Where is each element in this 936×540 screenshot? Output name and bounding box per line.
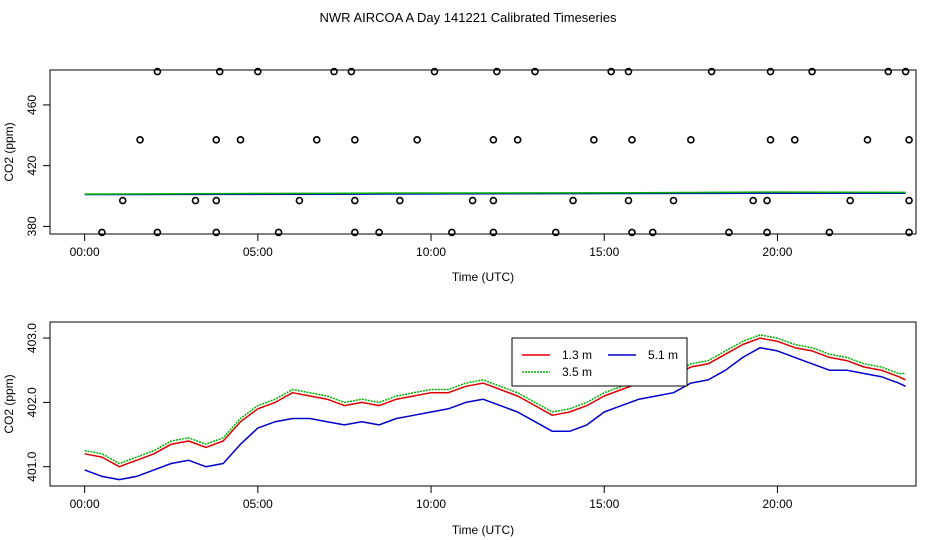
chart-title: NWR AIRCOA A Day 141221 Calibrated Times… bbox=[320, 10, 617, 25]
data-point bbox=[254, 67, 262, 76]
data-point bbox=[766, 67, 775, 76]
data-point bbox=[493, 67, 501, 76]
data-point bbox=[884, 67, 893, 76]
data-point bbox=[375, 228, 383, 237]
legend: 1.3 m 5.1 m 3.5 m bbox=[511, 337, 688, 387]
data-point bbox=[118, 196, 127, 205]
data-point bbox=[236, 136, 245, 144]
data-point bbox=[351, 228, 359, 237]
data-point bbox=[569, 196, 577, 205]
data-point bbox=[212, 228, 221, 237]
data-point bbox=[351, 196, 359, 205]
x-tick-label: 15:00 bbox=[589, 245, 619, 259]
legend-box bbox=[511, 337, 688, 387]
series-line-0 bbox=[84, 192, 906, 196]
data-point bbox=[749, 196, 757, 205]
x-tick-label: 15:00 bbox=[589, 497, 619, 511]
x-tick-label: 10:00 bbox=[416, 245, 446, 259]
data-point bbox=[624, 196, 633, 205]
data-point bbox=[551, 228, 560, 237]
data-point bbox=[448, 228, 456, 237]
data-point bbox=[901, 67, 910, 76]
data-point bbox=[330, 67, 338, 76]
data-point bbox=[590, 136, 598, 144]
y-tick-label: 420 bbox=[25, 155, 39, 175]
top-y-axis-label: CO2 (ppm) bbox=[2, 122, 16, 181]
data-point bbox=[707, 67, 716, 76]
data-point bbox=[191, 196, 200, 205]
data-point bbox=[215, 67, 224, 76]
data-point bbox=[725, 228, 733, 237]
data-point bbox=[98, 228, 106, 237]
data-point bbox=[624, 67, 633, 76]
data-point bbox=[153, 228, 162, 237]
data-point bbox=[687, 136, 695, 144]
data-point bbox=[766, 136, 775, 144]
data-point bbox=[274, 228, 283, 237]
top-panel: 00:00 05:00 10:00 15:00 20:00 380 420 460 Time… bbox=[2, 67, 917, 284]
bottom-panel: 00:00 05:00 10:00 15:00 20:00 401.0 402.0 403.… bbox=[2, 321, 917, 537]
x-tick-label: 05:00 bbox=[243, 497, 273, 511]
data-point bbox=[468, 196, 477, 205]
data-point bbox=[347, 67, 356, 76]
data-point bbox=[396, 196, 404, 205]
data-point bbox=[413, 136, 421, 144]
x-tick-label: 10:00 bbox=[416, 497, 446, 511]
data-point bbox=[212, 136, 221, 144]
data-point bbox=[790, 136, 799, 144]
data-point bbox=[489, 196, 498, 205]
data-point bbox=[351, 136, 359, 144]
data-point bbox=[905, 136, 913, 144]
series-line-2 bbox=[84, 346, 906, 481]
series-line-1 bbox=[84, 191, 906, 195]
legend-label-3-5m: 3.5 m bbox=[562, 365, 592, 379]
legend-label-1-3m: 1.3 m bbox=[562, 348, 592, 362]
top-x-axis-label: Time (UTC) bbox=[452, 270, 514, 284]
data-point bbox=[531, 67, 539, 76]
bottom-x-axis-label: Time (UTC) bbox=[452, 523, 514, 537]
data-point bbox=[628, 136, 636, 144]
data-point bbox=[905, 228, 913, 237]
data-point bbox=[763, 228, 771, 237]
y-tick-label: 402.0 bbox=[25, 387, 39, 417]
data-point bbox=[295, 196, 304, 205]
x-tick-label: 00:00 bbox=[70, 497, 100, 511]
data-point bbox=[808, 67, 816, 76]
data-point bbox=[825, 228, 834, 237]
data-point bbox=[905, 196, 913, 205]
data-point bbox=[430, 67, 439, 76]
y-tick-label: 401.0 bbox=[25, 451, 39, 481]
data-point bbox=[212, 196, 221, 205]
x-tick-label: 00:00 bbox=[70, 245, 100, 259]
y-tick-label: 380 bbox=[25, 216, 39, 236]
data-point bbox=[763, 196, 771, 205]
data-point bbox=[489, 228, 498, 237]
x-tick-label: 20:00 bbox=[762, 497, 792, 511]
data-point bbox=[489, 136, 498, 144]
y-tick-label: 403.0 bbox=[25, 323, 39, 353]
data-point bbox=[513, 136, 522, 144]
series-line-0 bbox=[84, 337, 906, 468]
data-point bbox=[863, 136, 872, 144]
data-point bbox=[846, 196, 854, 205]
data-point bbox=[153, 67, 162, 76]
data-point bbox=[628, 228, 636, 237]
top-panel-frame bbox=[49, 69, 917, 235]
data-point bbox=[312, 136, 321, 144]
data-point bbox=[136, 136, 144, 144]
bottom-panel-frame bbox=[49, 321, 917, 487]
x-tick-label: 20:00 bbox=[762, 245, 792, 259]
bottom-y-axis-label: CO2 (ppm) bbox=[2, 374, 16, 433]
data-point bbox=[669, 196, 678, 205]
y-tick-label: 460 bbox=[25, 95, 39, 115]
x-tick-label: 05:00 bbox=[243, 245, 273, 259]
legend-label-5-1m: 5.1 m bbox=[648, 348, 678, 362]
data-point bbox=[607, 67, 615, 76]
data-point bbox=[648, 228, 657, 237]
series-line-1 bbox=[84, 334, 906, 465]
